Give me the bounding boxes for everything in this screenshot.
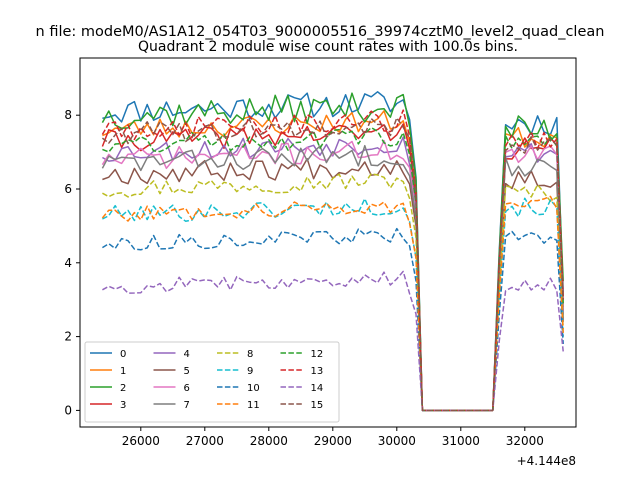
x-tick-label: 28000 xyxy=(250,434,288,448)
legend-label-11: 11 xyxy=(247,400,260,411)
series-layer xyxy=(101,91,564,412)
legend-label-3: 3 xyxy=(120,400,126,411)
series-line-11 xyxy=(101,195,564,412)
y-tick-label: 6 xyxy=(64,182,72,196)
x-tick-label: 32000 xyxy=(506,434,544,448)
legend-label-5: 5 xyxy=(184,366,190,377)
series-line-15 xyxy=(101,117,564,412)
x-tick-label: 29000 xyxy=(314,434,352,448)
x-tick-label: 27000 xyxy=(186,434,224,448)
legend-label-15: 15 xyxy=(311,400,324,411)
legend-label-12: 12 xyxy=(311,349,324,360)
legend-label-14: 14 xyxy=(311,383,324,394)
y-tick-label: 2 xyxy=(64,330,72,344)
legend-label-0: 0 xyxy=(120,349,126,360)
axes-frame xyxy=(79,57,577,428)
legend-label-10: 10 xyxy=(247,383,260,394)
x-tick-label: 31000 xyxy=(442,434,480,448)
legend-label-13: 13 xyxy=(311,366,324,377)
y-axis: 0 2 4 6 8 xyxy=(64,108,80,417)
series-line-13 xyxy=(101,109,564,412)
y-tick-label: 4 xyxy=(64,256,72,270)
x-tick-label: 30000 xyxy=(378,434,416,448)
figure-suptitle: n file: modeM0/AS1A12_054T03_9000005516_… xyxy=(36,24,605,40)
legend-label-2: 2 xyxy=(120,383,126,394)
legend-label-9: 9 xyxy=(247,366,253,377)
y-tick-label: 0 xyxy=(64,403,72,417)
legend-label-8: 8 xyxy=(247,349,253,360)
x-offset-label: +4.144e8 xyxy=(517,454,576,468)
chart-title: Quadrant 2 module wise count rates with … xyxy=(138,39,518,55)
legend-label-4: 4 xyxy=(184,349,190,360)
legend-label-6: 6 xyxy=(184,383,190,394)
legend-box xyxy=(84,341,340,423)
y-tick-label: 8 xyxy=(64,108,72,122)
legend-label-7: 7 xyxy=(184,400,190,411)
x-axis: 26000 27000 28000 29000 30000 31000 32000 xyxy=(122,427,544,448)
legend-label-1: 1 xyxy=(120,366,126,377)
x-tick-label: 26000 xyxy=(122,434,160,448)
